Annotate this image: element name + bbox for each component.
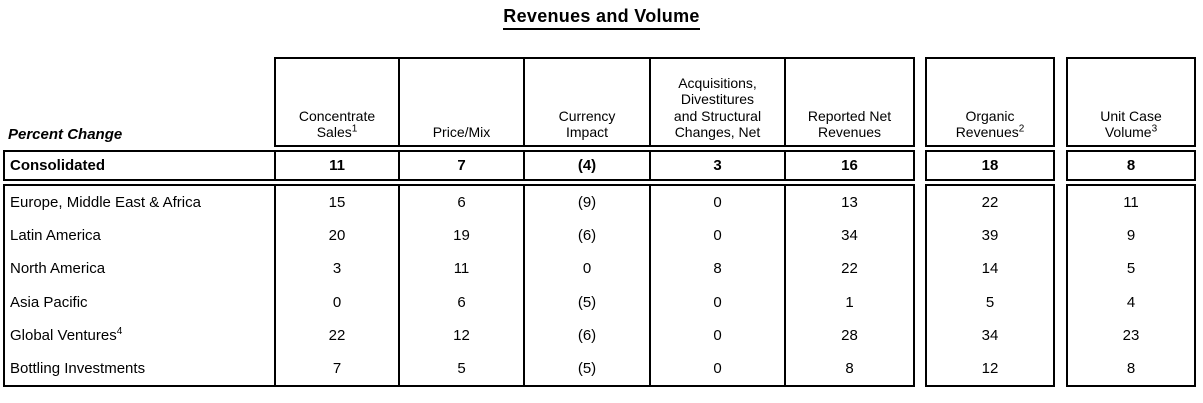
- table-cell: 0: [649, 219, 784, 253]
- table-row: Asia Pacific 0 6 (5) 0 1: [5, 285, 913, 319]
- table-row: Global Ventures4 22 12 (6) 0 28: [5, 318, 913, 352]
- table-body-main: Europe, Middle East & Africa 15 6 (9) 0 …: [3, 184, 915, 387]
- table-cell: 3: [274, 252, 398, 286]
- table-cell: 23: [1122, 326, 1140, 344]
- table-cell: 13: [784, 186, 913, 220]
- column-header-currency-impact: Currency Impact: [523, 59, 649, 145]
- table-cell: 0: [649, 285, 784, 319]
- header-group-main: Concentrate Sales1 Price/Mix Currency Im…: [274, 57, 915, 147]
- table-cell: 9: [1126, 227, 1136, 245]
- footnote-marker: 3: [1151, 123, 1158, 135]
- table-cell: 0: [649, 351, 784, 386]
- row-header-label: Percent Change: [8, 126, 123, 143]
- table-cell: 3: [649, 152, 784, 179]
- column-header-reported-net-revenues: Reported Net Revenues: [784, 59, 913, 145]
- table-cell: 6: [398, 186, 523, 220]
- column-header-organic-revenues: Organic Revenues2: [925, 57, 1055, 147]
- table-row-consolidated: Consolidated 11 7 (4) 3 16: [3, 150, 915, 181]
- table-body-organic: 22 39 14 5 34 12: [925, 184, 1055, 387]
- row-label: Latin America: [10, 227, 101, 245]
- table-cell: 19: [398, 219, 523, 253]
- table-cell: 8: [1126, 359, 1136, 377]
- table-cell: 1: [784, 285, 913, 319]
- table-cell: 22: [981, 194, 999, 212]
- table-cell: 12: [398, 318, 523, 352]
- row-label: Asia Pacific: [10, 293, 88, 311]
- table-cell: 22: [784, 252, 913, 286]
- table-cell: 5: [985, 293, 995, 311]
- footnote-marker: 1: [351, 123, 358, 135]
- column-header-acquisitions-divestitures: Acquisitions, Divestitures and Structura…: [649, 59, 784, 145]
- table-cell: (5): [523, 351, 649, 386]
- table-row: North America 3 11 0 8 22: [5, 252, 913, 286]
- table-cell: 11: [274, 152, 398, 179]
- row-label: North America: [10, 260, 106, 278]
- row-label: Global Ventures4: [10, 325, 123, 344]
- table-cell: 15: [274, 186, 398, 220]
- table-cell: 22: [274, 318, 398, 352]
- table-cell: 0: [274, 285, 398, 319]
- row-label: Europe, Middle East & Africa: [10, 194, 201, 212]
- table-cell: 7: [398, 152, 523, 179]
- table-cell: (5): [523, 285, 649, 319]
- column-header-price-mix: Price/Mix: [398, 59, 523, 145]
- table-cell: 12: [981, 359, 999, 377]
- table-cell: 11: [1123, 194, 1139, 212]
- table-cell: 34: [981, 326, 999, 344]
- table-cell: 8: [649, 252, 784, 286]
- table-cell: 16: [784, 152, 913, 179]
- row-label: Consolidated: [10, 157, 106, 174]
- table-cell: 20: [274, 219, 398, 253]
- table-cell-consolidated-organic: 18: [925, 150, 1055, 181]
- table-row: Latin America 20 19 (6) 0 34: [5, 219, 913, 253]
- table-row: Bottling Investments 7 5 (5) 0 8: [5, 351, 913, 386]
- table-cell: 28: [784, 318, 913, 352]
- table-cell: 0: [649, 186, 784, 220]
- table-cell: 0: [523, 252, 649, 286]
- table-row: Europe, Middle East & Africa 15 6 (9) 0 …: [5, 186, 913, 220]
- table-cell: 0: [649, 318, 784, 352]
- table-cell: 8: [784, 351, 913, 386]
- table-cell: 5: [398, 351, 523, 386]
- footnote-marker: 4: [116, 325, 123, 337]
- table-cell: 6: [398, 285, 523, 319]
- column-header-unit-case-volume: Unit Case Volume3: [1066, 57, 1196, 147]
- table-cell: 7: [274, 351, 398, 386]
- table-cell: 39: [981, 227, 999, 245]
- table-cell: (9): [523, 186, 649, 220]
- title-row: Revenues and Volume: [0, 6, 1203, 30]
- footnote-marker: 2: [1018, 123, 1025, 135]
- table-cell: 4: [1126, 293, 1136, 311]
- page-title: Revenues and Volume: [503, 6, 700, 30]
- table-cell: (6): [523, 219, 649, 253]
- table-cell: 14: [981, 260, 999, 278]
- table-cell: 34: [784, 219, 913, 253]
- table-cell: (6): [523, 318, 649, 352]
- row-label: Bottling Investments: [10, 359, 146, 377]
- column-header-concentrate-sales: Concentrate Sales1: [298, 107, 376, 141]
- table-cell: 11: [398, 252, 523, 286]
- table-body-unit-case: 11 9 5 4 23 8: [1066, 184, 1196, 387]
- table-cell-consolidated-unit-case: 8: [1066, 150, 1196, 181]
- table-cell: (4): [523, 152, 649, 179]
- table-cell: 5: [1126, 260, 1136, 278]
